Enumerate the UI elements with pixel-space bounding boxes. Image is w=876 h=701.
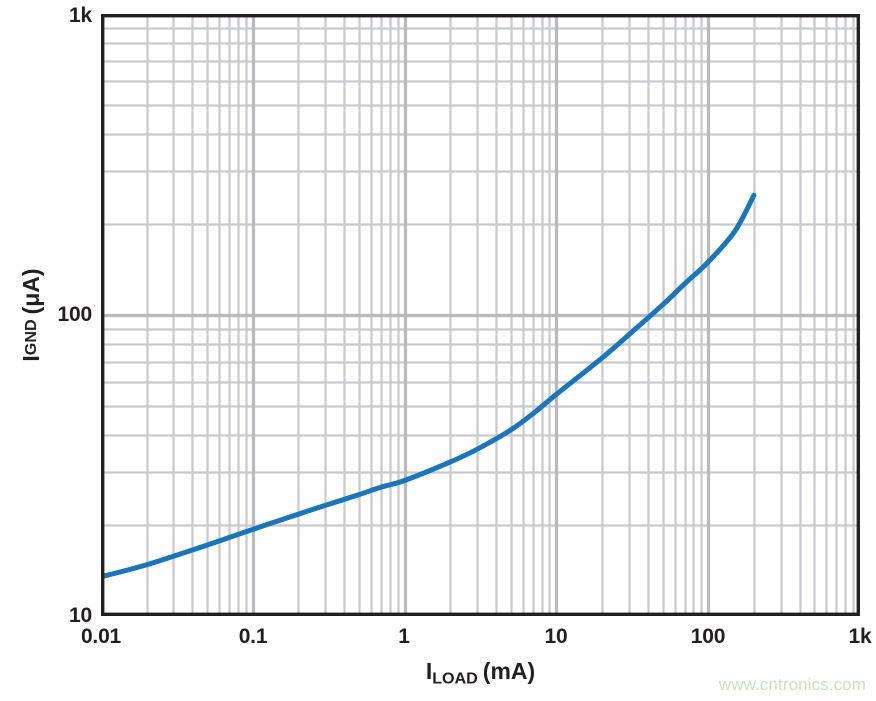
x-tick-label-0p1: 0.1: [238, 625, 268, 648]
x-axis-title-subscript: LOAD: [432, 669, 478, 688]
y-axis-title: I GND (μA): [14, 14, 48, 616]
y-tick-label-1k: 1k: [69, 4, 92, 27]
y-axis-title-unit: (μA): [17, 268, 44, 315]
plot-area: [101, 14, 860, 616]
plot-svg: [101, 14, 860, 616]
data-curve-igndl: [101, 192, 757, 580]
plot-border: [101, 14, 860, 616]
y-axis-title-symbol: I: [17, 355, 44, 362]
x-tick-label-1k: 1k: [848, 625, 872, 648]
x-axis-title-symbol: I: [425, 658, 433, 684]
watermark-text: www.cntronics.com: [718, 675, 866, 694]
y-tick-label-100: 100: [57, 303, 93, 326]
x-tick-label-0p01: 0.01: [80, 625, 122, 648]
x-axis-title-unit: (mA): [482, 658, 536, 684]
y-axis-title-subscript: GND: [21, 319, 40, 356]
major-gridlines: [101, 14, 860, 616]
y-tick-label-10: 10: [69, 604, 92, 627]
x-tick-label-10: 10: [544, 625, 568, 648]
x-tick-label-100: 100: [690, 625, 726, 648]
x-axis-title: ILOAD (mA): [101, 658, 860, 689]
x-tick-label-1: 1: [398, 625, 410, 648]
